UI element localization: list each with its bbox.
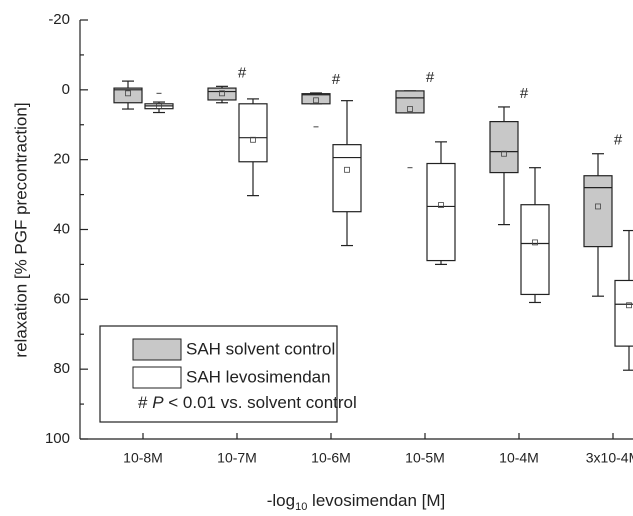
x-label-sub: 10 xyxy=(295,501,307,513)
x-tick-label: 10-4M xyxy=(499,450,539,466)
legend-note-part: < 0.01 vs. solvent control xyxy=(164,393,357,412)
x-tick-label: 10-6M xyxy=(311,450,351,466)
box xyxy=(301,93,331,105)
significance-mark: # xyxy=(520,85,529,102)
legend-note: # P < 0.01 vs. solvent control xyxy=(138,393,357,412)
legend-swatch xyxy=(132,338,182,361)
x-label-part: levosimendan [M] xyxy=(307,491,445,510)
x-label-part: -log xyxy=(267,491,295,510)
y-tick-label: 100 xyxy=(45,430,70,447)
box xyxy=(426,162,456,262)
significance-mark: # xyxy=(332,71,341,88)
mean-marker xyxy=(407,106,413,112)
x-tick-label: 3x10-4M xyxy=(586,450,633,466)
mean-marker xyxy=(156,102,162,109)
legend-label: SAH levosimendan xyxy=(186,367,331,386)
box xyxy=(207,87,237,101)
mean-marker xyxy=(313,97,319,104)
significance-mark: # xyxy=(614,132,623,149)
box xyxy=(332,144,362,213)
box xyxy=(520,204,550,296)
legend-note-part: # xyxy=(138,393,152,412)
x-tick-label: 10-8M xyxy=(123,450,163,466)
box xyxy=(238,103,268,163)
mean-marker xyxy=(595,203,601,210)
legend-label: SAH solvent control xyxy=(186,339,335,358)
significance-mark: # xyxy=(238,64,247,81)
y-tick-label: 40 xyxy=(53,220,70,237)
legend-swatch xyxy=(132,366,182,389)
y-tick-label: 20 xyxy=(53,151,70,168)
mean-marker xyxy=(125,90,131,97)
mean-marker xyxy=(532,239,538,246)
mean-marker xyxy=(344,166,350,173)
mean-marker xyxy=(501,150,507,157)
x-axis-label: -log10 levosimendan [M] xyxy=(267,491,446,512)
box xyxy=(614,279,633,347)
mean-marker xyxy=(626,302,632,309)
mean-marker xyxy=(438,202,444,208)
box xyxy=(489,121,519,174)
y-tick-label: 60 xyxy=(53,290,70,307)
box xyxy=(395,90,425,114)
mean-marker xyxy=(250,136,256,143)
y-tick-label: 80 xyxy=(53,360,70,377)
y-axis-label: relaxation [% PGF precontraction] xyxy=(11,102,30,357)
significance-mark: # xyxy=(426,69,435,86)
x-tick-label: 10-7M xyxy=(217,450,257,466)
legend-note-part: P xyxy=(152,393,164,412)
box xyxy=(583,175,613,248)
mean-marker xyxy=(219,90,225,97)
x-tick-label: 10-5M xyxy=(405,450,445,466)
y-tick-label: 0 xyxy=(62,81,70,98)
box xyxy=(113,87,143,104)
y-tick-label: -20 xyxy=(48,11,70,28)
